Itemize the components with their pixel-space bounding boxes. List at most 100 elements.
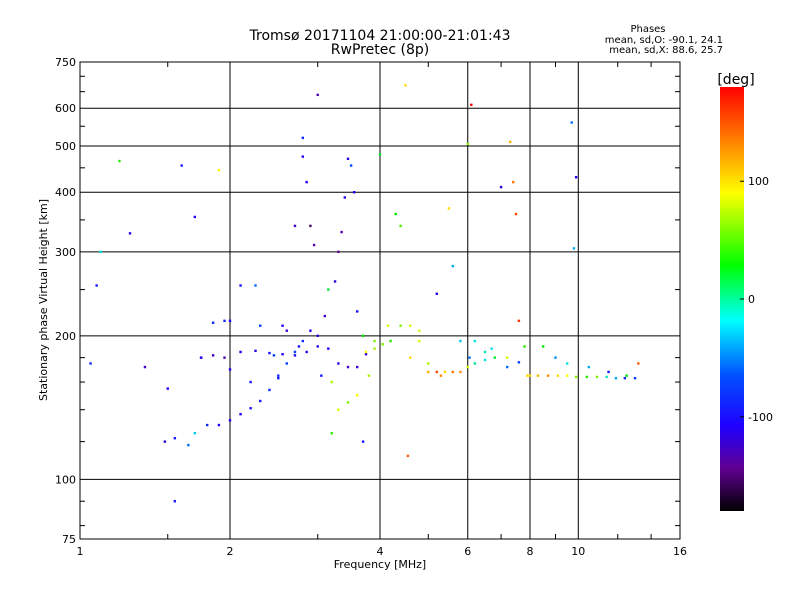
data-point — [409, 324, 412, 327]
data-point — [187, 443, 190, 447]
data-point — [572, 247, 576, 250]
data-point — [523, 345, 526, 348]
y-tick-label: 75 — [62, 533, 76, 546]
data-point — [337, 250, 340, 254]
data-point — [301, 155, 305, 158]
data-point — [254, 349, 257, 353]
data-point — [285, 329, 288, 332]
data-point — [605, 375, 608, 379]
data-point — [625, 374, 628, 377]
data-point — [239, 350, 242, 354]
data-point — [459, 370, 462, 374]
colorbar-tick-label: 100 — [748, 175, 769, 188]
data-point — [293, 224, 297, 228]
data-points — [89, 84, 640, 503]
y-tick-label: 500 — [55, 140, 76, 153]
data-point — [340, 230, 343, 234]
data-point — [355, 365, 359, 369]
data-point — [473, 339, 477, 343]
data-point — [570, 121, 573, 124]
data-point — [163, 440, 167, 443]
data-point — [459, 339, 462, 343]
y-tick-label: 400 — [55, 186, 76, 199]
colorbar-tick-label: 0 — [748, 293, 755, 306]
data-point — [228, 319, 232, 323]
data-point — [361, 334, 365, 338]
data-point — [211, 321, 215, 324]
data-point — [239, 284, 242, 287]
data-point — [536, 374, 540, 377]
x-tick-label: 16 — [673, 545, 687, 558]
data-point — [309, 329, 312, 332]
data-point — [623, 376, 627, 380]
x-tick-label: 8 — [527, 545, 534, 558]
data-point — [364, 350, 368, 354]
data-point — [249, 407, 252, 410]
data-point — [180, 164, 183, 167]
data-point — [259, 399, 262, 403]
data-point — [404, 84, 407, 87]
data-point — [268, 351, 271, 355]
data-point — [277, 374, 280, 377]
data-point — [574, 176, 578, 179]
data-point — [305, 180, 308, 184]
data-point — [259, 324, 262, 327]
data-point — [128, 232, 132, 235]
colorbar: [deg] 100 0 -100 — [717, 72, 773, 511]
data-point — [173, 437, 177, 440]
data-point — [470, 103, 473, 107]
data-point — [254, 284, 257, 287]
data-point — [499, 185, 503, 189]
data-point — [508, 140, 512, 144]
data-point — [546, 374, 550, 377]
colorbar-tick-label: -100 — [748, 411, 773, 424]
data-point — [281, 353, 284, 356]
data-point — [490, 347, 493, 350]
data-point — [272, 354, 276, 357]
data-point — [346, 401, 350, 404]
stats-heading: Phases — [630, 24, 665, 35]
data-point — [435, 292, 438, 295]
data-point — [585, 375, 588, 379]
data-point — [333, 280, 337, 283]
data-point — [223, 319, 226, 323]
data-point — [409, 356, 412, 359]
data-point — [217, 168, 221, 172]
data-point — [381, 343, 384, 346]
x-tick-label: 10 — [571, 545, 585, 558]
data-point — [443, 370, 447, 374]
data-point — [301, 339, 305, 343]
data-point — [228, 368, 232, 371]
data-point — [435, 370, 438, 374]
data-point — [349, 164, 353, 167]
data-point — [514, 212, 518, 216]
x-tick-label: 4 — [377, 545, 384, 558]
data-point — [355, 310, 359, 313]
data-point — [554, 356, 557, 359]
data-point — [637, 362, 640, 365]
data-point — [320, 374, 323, 377]
data-point — [541, 345, 545, 348]
data-point — [301, 136, 305, 140]
data-point — [595, 375, 599, 379]
stats-line-x: mean, sd,X: 88.6, 25.7 — [609, 45, 723, 56]
data-point — [355, 394, 359, 397]
y-axis-label: Stationary phase Virtual Height [km] — [37, 199, 50, 401]
data-point — [268, 388, 271, 392]
data-point — [389, 339, 392, 343]
data-point — [323, 314, 327, 318]
data-point — [361, 440, 365, 443]
data-point — [565, 374, 569, 377]
data-point — [337, 362, 340, 365]
data-point — [330, 380, 333, 384]
data-point — [505, 365, 509, 369]
data-point — [517, 319, 521, 323]
data-point — [418, 329, 421, 332]
data-point — [451, 370, 455, 374]
data-point — [249, 380, 252, 384]
data-point — [427, 362, 430, 365]
data-point — [565, 362, 569, 365]
data-point — [483, 358, 487, 362]
data-point — [528, 374, 532, 377]
data-point — [309, 224, 312, 228]
